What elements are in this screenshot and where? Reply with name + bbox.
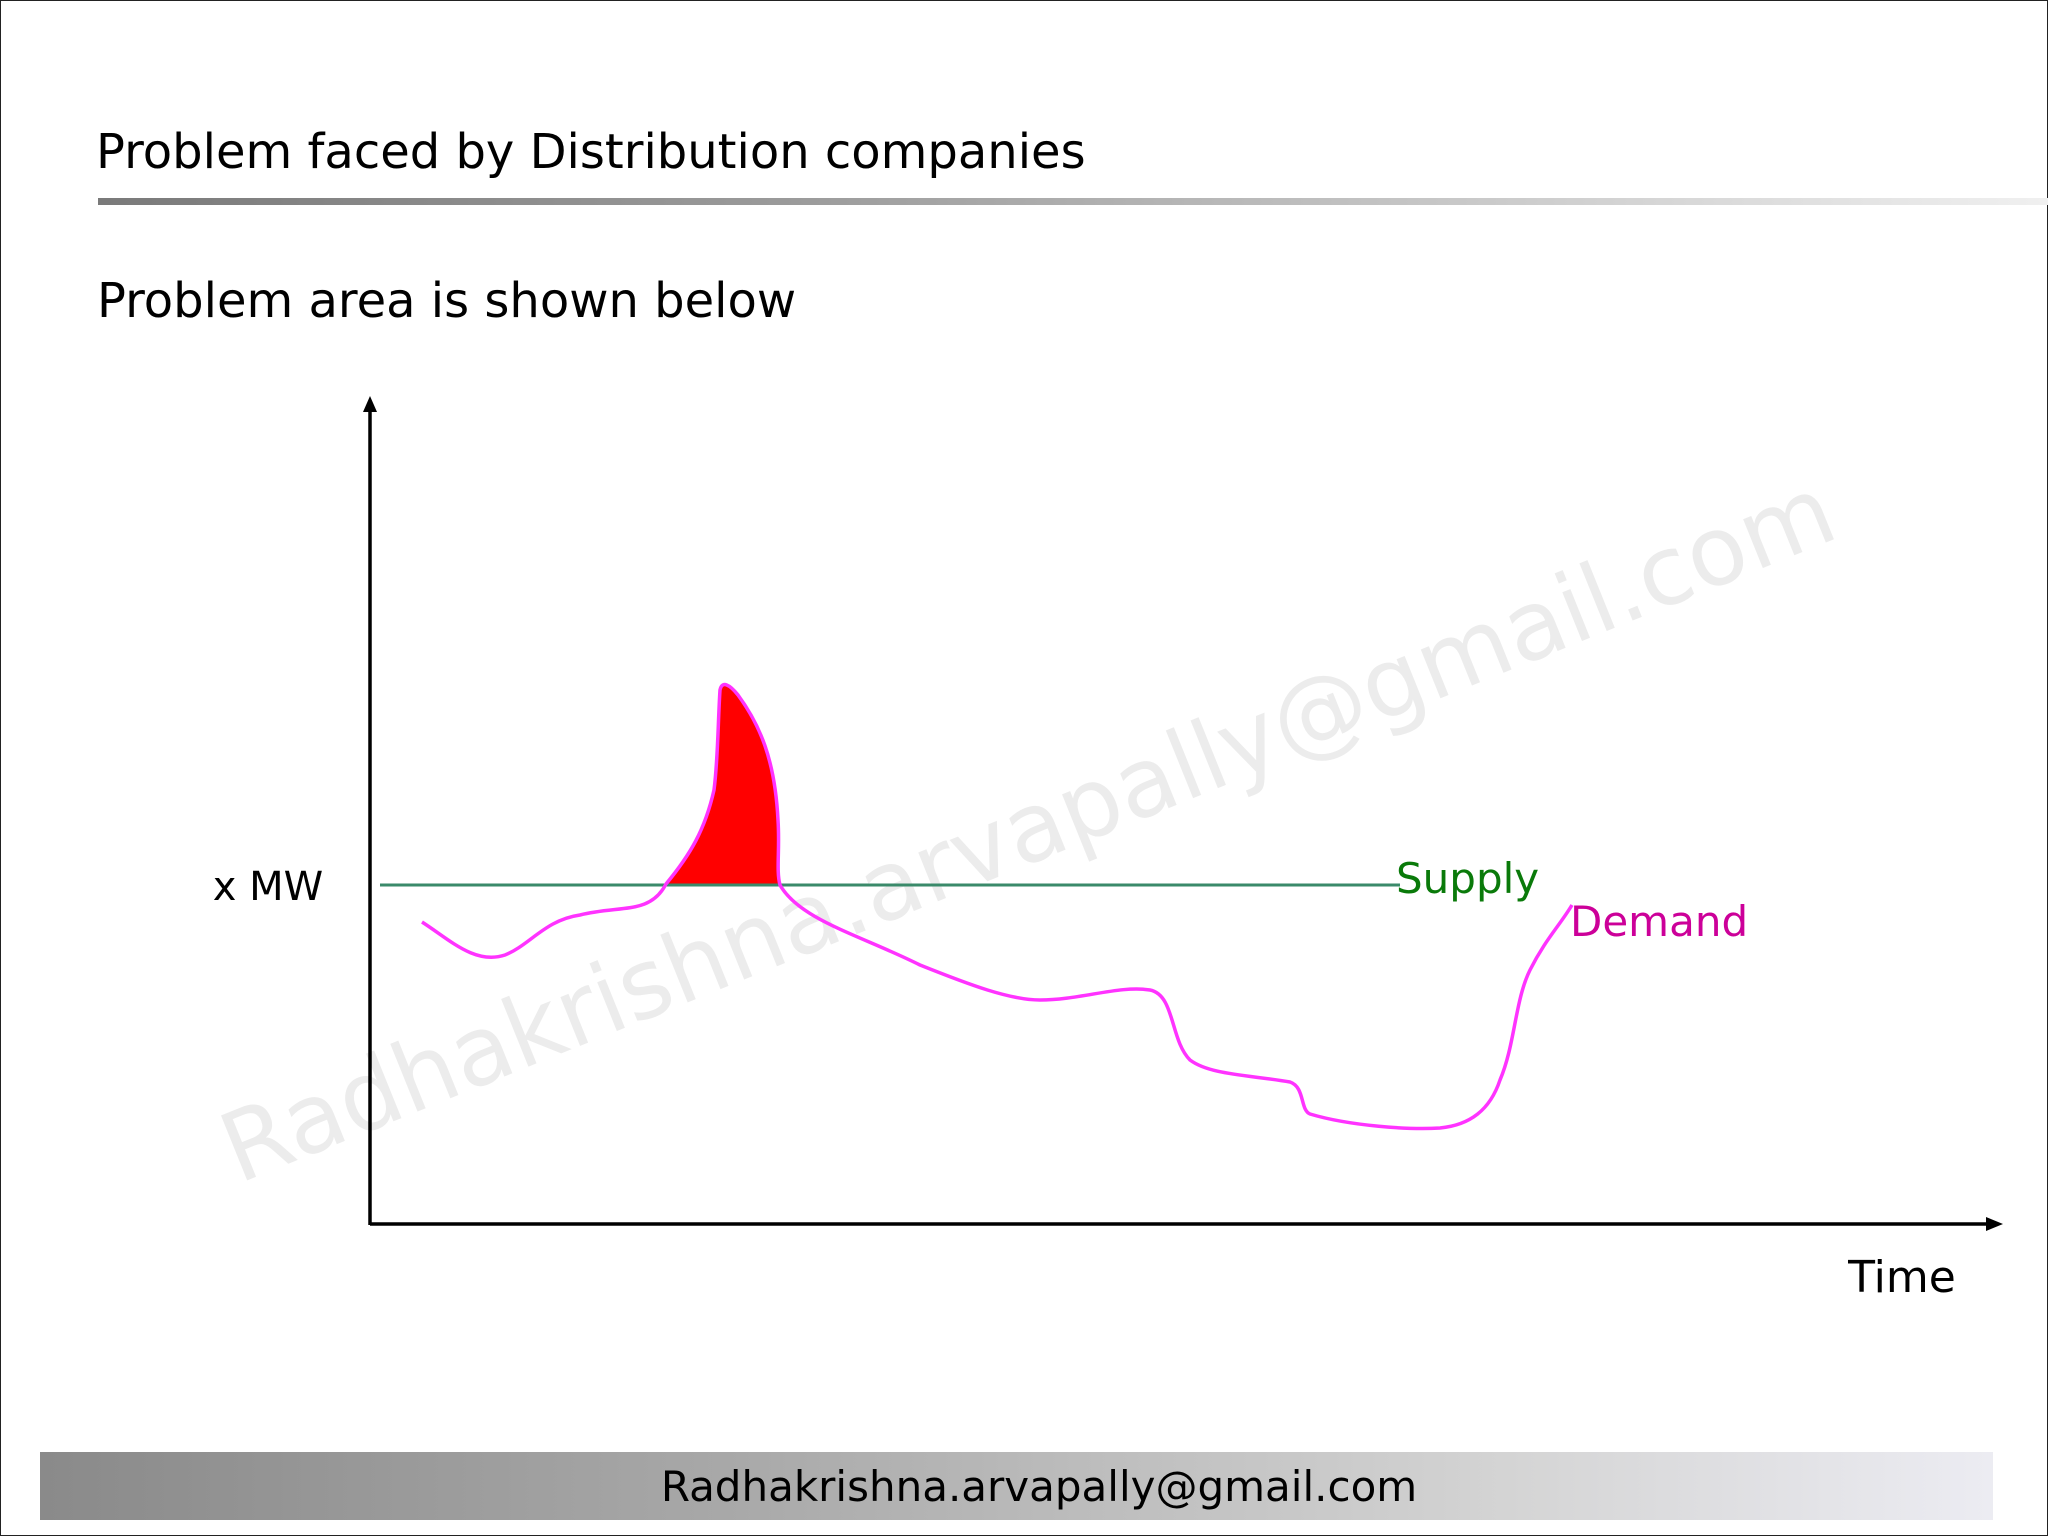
- x-axis-label: Time: [1847, 1252, 1956, 1303]
- supply-label: Supply: [1396, 854, 1539, 903]
- demand-label: Demand: [1570, 897, 1748, 946]
- title-underline: [98, 198, 2048, 205]
- y-axis-label: x MW: [213, 864, 323, 910]
- problem-area-fill: [666, 684, 779, 884]
- x-axis-arrow: [1986, 1217, 2003, 1231]
- watermark-text: Radhakrishna.arvapally@gmail.com: [205, 454, 1850, 1205]
- y-axis-arrow: [363, 396, 377, 412]
- slide-title: Problem faced by Distribution companies: [96, 124, 1086, 180]
- demand-curve: [421, 682, 1574, 1131]
- footer-email: Radhakrishna.arvapally@gmail.com: [660, 1462, 1418, 1511]
- footer-bar: [40, 1452, 1993, 1520]
- slide-subtitle: Problem area is shown below: [97, 273, 797, 329]
